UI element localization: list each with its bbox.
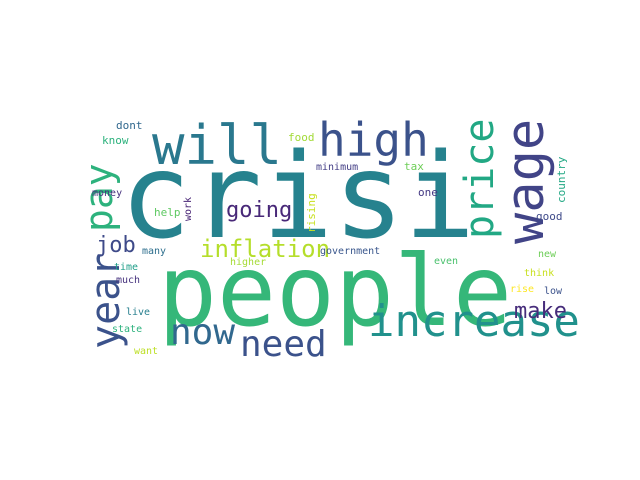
word-help: help [154,206,181,219]
word-increase: increase [368,296,580,347]
word-time: time [114,262,139,273]
word-tax: tax [404,160,424,173]
word-good: good [536,210,563,223]
word-make: make [514,299,567,324]
word-live: live [126,307,151,318]
word-will: will [152,114,283,177]
word-job: job [96,233,136,258]
word-think: think [524,268,555,279]
word-work: work [183,196,194,221]
word-much: much [116,275,141,286]
word-many: many [142,246,167,257]
word-crisi: crisi [120,127,476,265]
word-going: going [226,198,293,223]
word-rise: rise [510,284,535,295]
word-money: money [92,188,123,199]
word-wage: wage [496,118,556,244]
word-one: one [418,186,438,199]
word-food: food [288,131,315,144]
word-government: government [320,246,381,257]
word-want: want [134,346,159,357]
word-now: now [170,312,236,353]
word-cloud: crisi people will high wage increase pri… [77,105,580,375]
word-even: even [434,256,459,267]
word-new: new [538,249,557,260]
word-rising: rising [305,193,318,233]
word-need: need [240,324,327,365]
word-low: low [544,286,563,297]
word-country: country [555,156,568,203]
word-higher: higher [230,257,267,268]
word-inflation: inflation [200,235,331,263]
word-know: know [102,134,129,147]
word-minimum: minimum [316,162,359,173]
word-state: state [112,324,143,335]
word-price: price [457,118,503,239]
word-high: high [318,113,429,167]
word-people: people [158,235,513,349]
word-dont: dont [116,119,143,132]
